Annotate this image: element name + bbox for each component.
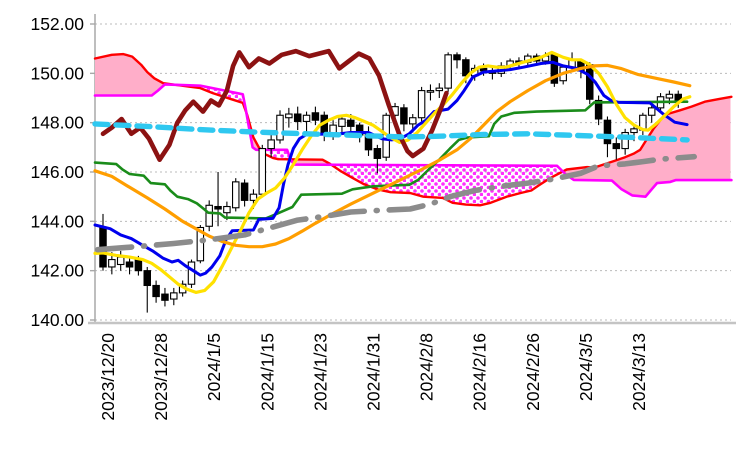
candlestick <box>170 287 178 306</box>
candlestick <box>205 200 213 232</box>
ma75-dashed-line <box>92 121 690 143</box>
candlestick <box>161 287 169 307</box>
candlestick <box>143 266 152 313</box>
x-axis-label: 2024/1/5 <box>204 333 224 401</box>
x-axis-label: 2023/12/28 <box>151 333 171 421</box>
cloud-bullish-region <box>564 96 731 197</box>
candlestick <box>594 95 603 126</box>
candlestick <box>435 83 444 98</box>
candlestick <box>444 52 452 92</box>
cloud-bullish-region <box>95 54 177 96</box>
ma25-line <box>93 63 692 249</box>
x-axis-label: 2024/1/31 <box>364 333 384 411</box>
kijun-line <box>93 100 689 220</box>
candlestick <box>373 144 382 174</box>
candlestick <box>612 137 621 160</box>
tenkan-line <box>93 60 689 277</box>
candlestick <box>258 144 267 197</box>
cloud-bearish-region <box>261 149 292 161</box>
candlestick <box>152 280 160 303</box>
senkou-span-b <box>93 83 733 198</box>
candlestick <box>187 259 196 288</box>
y-axis-label: 142.00 <box>30 261 84 281</box>
candlestick <box>276 110 284 144</box>
candlestick <box>214 171 222 227</box>
chikou-lagging-line <box>100 48 449 162</box>
x-axis-label: 2024/3/13 <box>629 333 649 411</box>
cloud-bearish-region <box>332 164 565 206</box>
y-axis-label: 150.00 <box>30 63 84 83</box>
candlestick <box>240 179 249 207</box>
x-axis-labels: 2023/12/20 2023/12/28 2024/1/5 2024/1/15 202… <box>98 333 649 421</box>
x-axis-label: 2024/2/8 <box>417 333 437 401</box>
candlestick <box>621 128 629 155</box>
candlestick <box>674 90 682 108</box>
ma200-dashdot-line <box>94 153 698 253</box>
candlestick <box>311 106 320 126</box>
candlestick <box>426 84 435 101</box>
y-axis-label: 148.00 <box>30 113 84 133</box>
x-axis-label: 2024/1/23 <box>310 333 330 411</box>
candlestick <box>302 111 311 133</box>
x-axis-label: 2024/2/16 <box>470 333 490 411</box>
candlestick <box>338 115 346 133</box>
y-axis-label: 144.00 <box>30 211 84 231</box>
candlestick <box>417 86 426 122</box>
x-axis-label: 2024/2/26 <box>523 333 543 411</box>
candlestick <box>285 107 293 128</box>
candlestick <box>232 178 240 212</box>
candlestick <box>125 255 134 275</box>
candlestick <box>293 106 302 131</box>
y-axis-label: 146.00 <box>30 162 84 182</box>
ma5-line <box>93 50 692 294</box>
y-axis-label: 140.00 <box>30 310 84 330</box>
x-axis-label: 2023/12/20 <box>98 333 118 421</box>
x-axis-label: 2024/1/15 <box>257 333 277 411</box>
candlestick <box>550 53 559 87</box>
x-axis-label: 2024/3/5 <box>576 333 596 401</box>
y-axis-label: 152.00 <box>30 14 84 34</box>
candlestick <box>453 52 461 69</box>
ichimoku-cloud <box>95 54 731 206</box>
candlestick <box>647 105 656 123</box>
candlestick <box>267 134 275 158</box>
senkou-span-a <box>93 52 733 207</box>
candlestick <box>400 104 408 132</box>
